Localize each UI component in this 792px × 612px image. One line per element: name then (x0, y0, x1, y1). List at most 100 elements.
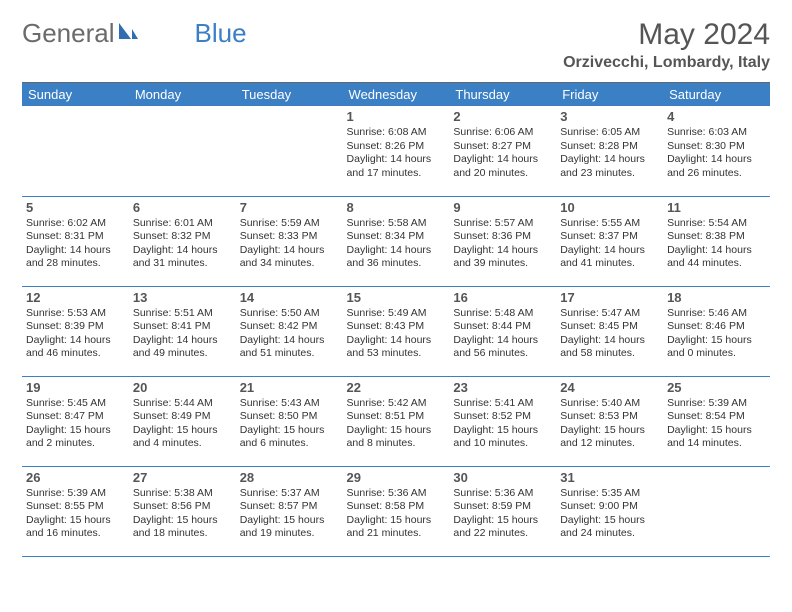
calendar-day: 28 Sunrise: 5:37 AMSunset: 8:57 PMDayligh… (236, 466, 343, 556)
calendar-day-empty (129, 106, 236, 196)
calendar-day: 25Sunrise: 5:39 AMSunset: 8:54 PMDayligh… (663, 376, 770, 466)
day-number: 10 (560, 200, 659, 215)
day-number: 7 (240, 200, 339, 215)
day-number: 11 (667, 200, 766, 215)
day-info: Sunrise: 5:38 AMSunset: 8:56 PMDaylight:… (133, 487, 232, 542)
calendar-day: 26Sunrise: 5:39 AMSunset: 8:55 PMDayligh… (22, 466, 129, 556)
calendar-day: 14Sunrise: 5:50 AMSunset: 8:42 PMDayligh… (236, 286, 343, 376)
calendar-day: 15Sunrise: 5:49 AMSunset: 8:43 PMDayligh… (343, 286, 450, 376)
logo-sail-icon (117, 21, 139, 46)
day-info: Sunrise: 5:54 AMSunset: 8:38 PMDaylight:… (667, 217, 766, 272)
calendar-day-empty (236, 106, 343, 196)
day-number: 15 (347, 290, 446, 305)
day-info: Sunrise: 5:59 AMSunset: 8:33 PMDaylight:… (240, 217, 339, 272)
day-header: Sunday (22, 83, 129, 106)
day-info: Sunrise: 5:36 AMSunset: 8:58 PMDaylight:… (347, 487, 446, 542)
day-number: 4 (667, 109, 766, 124)
day-info: Sunrise: 5:36 AMSunset: 8:59 PMDaylight:… (453, 487, 552, 542)
calendar-day-empty (22, 106, 129, 196)
calendar-day: 5Sunrise: 6:02 AMSunset: 8:31 PMDaylight… (22, 196, 129, 286)
day-number: 29 (347, 470, 446, 485)
day-number: 22 (347, 380, 446, 395)
day-header: Tuesday (236, 83, 343, 106)
day-number: 9 (453, 200, 552, 215)
calendar-day-empty (663, 466, 770, 556)
day-info: Sunrise: 5:58 AMSunset: 8:34 PMDaylight:… (347, 217, 446, 272)
calendar-day: 20 Sunrise: 5:44 AMSunset: 8:49 PMDayligh… (129, 376, 236, 466)
calendar-week: 5Sunrise: 6:02 AMSunset: 8:31 PMDaylight… (22, 196, 770, 286)
day-number: 6 (133, 200, 232, 215)
day-info: Sunrise: 5:39 AMSunset: 8:54 PMDaylight:… (667, 397, 766, 452)
calendar-day: 6Sunrise: 6:01 AMSunset: 8:32 PMDaylight… (129, 196, 236, 286)
calendar-day: 21Sunrise: 5:43 AMSunset: 8:50 PMDayligh… (236, 376, 343, 466)
calendar-day: 18Sunrise: 5:46 AMSunset: 8:46 PMDayligh… (663, 286, 770, 376)
calendar-week: 19Sunrise: 5:45 AMSunset: 8:47 PMDayligh… (22, 376, 770, 466)
calendar-day: 19Sunrise: 5:45 AMSunset: 8:47 PMDayligh… (22, 376, 129, 466)
day-header-row: SundayMondayTuesdayWednesdayThursdayFrid… (22, 83, 770, 106)
calendar-day: 11 Sunrise: 5:54 AMSunset: 8:38 PMDayligh… (663, 196, 770, 286)
day-number: 23 (453, 380, 552, 395)
day-info: Sunrise: 6:02 AMSunset: 8:31 PMDaylight:… (26, 217, 125, 272)
day-header: Wednesday (343, 83, 450, 106)
day-number: 24 (560, 380, 659, 395)
day-number: 3 (560, 109, 659, 124)
day-number: 1 (347, 109, 446, 124)
title-block: May 2024 Orzivecchi, Lombardy, Italy (563, 18, 770, 72)
day-number: 28 (240, 470, 339, 485)
day-header: Thursday (449, 83, 556, 106)
calendar-day: 31 Sunrise: 5:35 AMSunset: 9:00 PMDayligh… (556, 466, 663, 556)
calendar-day: 12 Sunrise: 5:53 AMSunset: 8:39 PMDayligh… (22, 286, 129, 376)
day-number: 30 (453, 470, 552, 485)
calendar-day: 2 Sunrise: 6:06 AMSunset: 8:27 PMDaylight… (449, 106, 556, 196)
day-number: 13 (133, 290, 232, 305)
calendar-week: 12 Sunrise: 5:53 AMSunset: 8:39 PMDayligh… (22, 286, 770, 376)
day-number: 31 (560, 470, 659, 485)
calendar-day: 30 Sunrise: 5:36 AMSunset: 8:59 PMDayligh… (449, 466, 556, 556)
month-title: May 2024 (563, 18, 770, 52)
day-info: Sunrise: 6:03 AMSunset: 8:30 PMDaylight:… (667, 126, 766, 181)
day-info: Sunrise: 5:53 AMSunset: 8:39 PMDaylight:… (26, 307, 125, 362)
day-info: Sunrise: 5:42 AMSunset: 8:51 PMDaylight:… (347, 397, 446, 452)
day-number: 18 (667, 290, 766, 305)
calendar-day: 24 Sunrise: 5:40 AMSunset: 8:53 PMDayligh… (556, 376, 663, 466)
header: General Blue May 2024 Orzivecchi, Lombar… (22, 18, 770, 72)
day-number: 17 (560, 290, 659, 305)
day-number: 16 (453, 290, 552, 305)
day-number: 8 (347, 200, 446, 215)
calendar-day: 13Sunrise: 5:51 AMSunset: 8:41 PMDayligh… (129, 286, 236, 376)
day-info: Sunrise: 5:37 AMSunset: 8:57 PMDaylight:… (240, 487, 339, 542)
day-number: 2 (453, 109, 552, 124)
calendar-day: 9 Sunrise: 5:57 AMSunset: 8:36 PMDaylight… (449, 196, 556, 286)
day-info: Sunrise: 6:05 AMSunset: 8:28 PMDaylight:… (560, 126, 659, 181)
calendar-day: 7 Sunrise: 5:59 AMSunset: 8:33 PMDaylight… (236, 196, 343, 286)
calendar-body: 1 Sunrise: 6:08 AMSunset: 8:26 PMDaylight… (22, 106, 770, 556)
day-number: 27 (133, 470, 232, 485)
day-info: Sunrise: 5:40 AMSunset: 8:53 PMDaylight:… (560, 397, 659, 452)
day-header: Saturday (663, 83, 770, 106)
logo: General Blue (22, 18, 247, 49)
day-number: 12 (26, 290, 125, 305)
calendar-week: 1 Sunrise: 6:08 AMSunset: 8:26 PMDaylight… (22, 106, 770, 196)
calendar-day: 1 Sunrise: 6:08 AMSunset: 8:26 PMDaylight… (343, 106, 450, 196)
day-info: Sunrise: 5:35 AMSunset: 9:00 PMDaylight:… (560, 487, 659, 542)
day-info: Sunrise: 6:08 AMSunset: 8:26 PMDaylight:… (347, 126, 446, 181)
day-info: Sunrise: 5:44 AMSunset: 8:49 PMDaylight:… (133, 397, 232, 452)
calendar-day: 23Sunrise: 5:41 AMSunset: 8:52 PMDayligh… (449, 376, 556, 466)
logo-text-blue: Blue (195, 18, 247, 49)
calendar-day: 10 Sunrise: 5:55 AMSunset: 8:37 PMDayligh… (556, 196, 663, 286)
logo-text-general: General (22, 18, 115, 49)
day-number: 20 (133, 380, 232, 395)
day-info: Sunrise: 5:48 AMSunset: 8:44 PMDaylight:… (453, 307, 552, 362)
day-info: Sunrise: 5:55 AMSunset: 8:37 PMDaylight:… (560, 217, 659, 272)
day-number: 21 (240, 380, 339, 395)
day-number: 14 (240, 290, 339, 305)
day-info: Sunrise: 6:06 AMSunset: 8:27 PMDaylight:… (453, 126, 552, 181)
calendar-table: SundayMondayTuesdayWednesdayThursdayFrid… (22, 83, 770, 557)
calendar-week: 26Sunrise: 5:39 AMSunset: 8:55 PMDayligh… (22, 466, 770, 556)
day-info: Sunrise: 5:45 AMSunset: 8:47 PMDaylight:… (26, 397, 125, 452)
calendar-day: 16 Sunrise: 5:48 AMSunset: 8:44 PMDayligh… (449, 286, 556, 376)
location: Orzivecchi, Lombardy, Italy (563, 54, 770, 72)
day-header: Monday (129, 83, 236, 106)
day-info: Sunrise: 5:47 AMSunset: 8:45 PMDaylight:… (560, 307, 659, 362)
day-info: Sunrise: 5:57 AMSunset: 8:36 PMDaylight:… (453, 217, 552, 272)
